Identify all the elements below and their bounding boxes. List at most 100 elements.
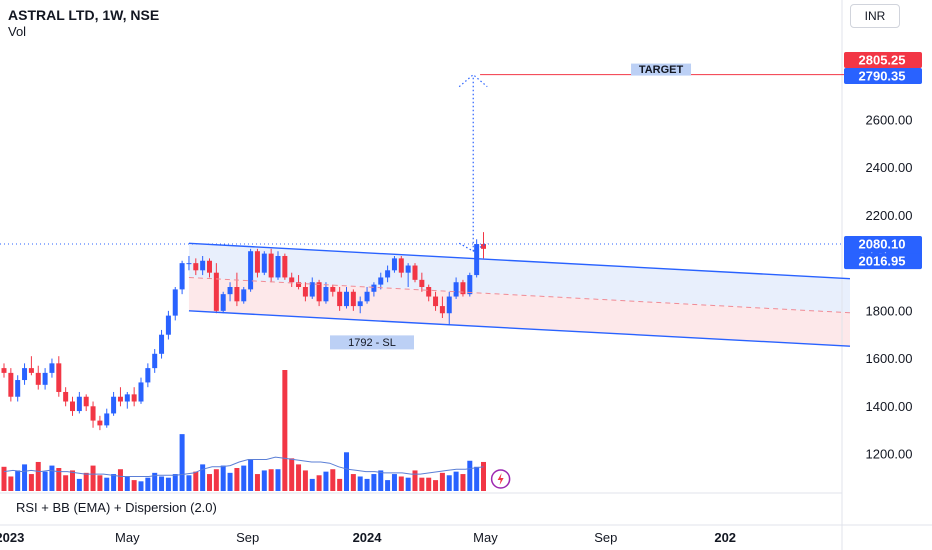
volume-bar — [200, 464, 206, 491]
time-tick-label: 2023 — [0, 530, 24, 545]
indicator-label[interactable]: RSI + BB (EMA) + Dispersion (2.0) — [16, 500, 217, 515]
target-price-tag — [844, 52, 922, 68]
candle-body — [165, 315, 171, 335]
volume-bar — [364, 478, 370, 491]
price-tick-label: 1800.00 — [866, 303, 913, 318]
volume-bar — [350, 474, 356, 491]
candle-body — [296, 282, 302, 287]
candle-body — [467, 275, 473, 295]
candle-body — [275, 255, 281, 278]
candle-body — [227, 287, 233, 295]
price-tick-label: 2600.00 — [866, 113, 913, 128]
channel-upper-line — [188, 242, 851, 280]
volume-ma-line — [3, 456, 484, 477]
time-tick-label: Sep — [594, 530, 617, 545]
candle-body — [63, 391, 69, 402]
candle-body — [193, 263, 199, 271]
volume-bar — [165, 477, 171, 491]
candle-body — [268, 253, 274, 278]
price-axis: 1200.00 1400.00 1600.00 1800.00 2200.00 2400.… — [844, 52, 922, 462]
candle-body — [378, 277, 384, 285]
volume-bar — [241, 465, 247, 491]
candle-body — [42, 372, 48, 385]
volume-bar — [76, 478, 82, 491]
target-label: TARGET — [639, 64, 684, 76]
candle-body — [35, 372, 41, 385]
candle-body — [152, 353, 158, 369]
volume-bar — [159, 476, 165, 491]
price-tag — [844, 253, 922, 270]
candle-body — [481, 244, 486, 249]
candle-body — [460, 282, 466, 295]
volume-bar — [405, 477, 411, 491]
volume-bar — [357, 476, 363, 491]
candle-body — [398, 258, 404, 273]
time-tick-label: May — [115, 530, 140, 545]
candle-body — [49, 363, 55, 373]
volume-bar — [248, 459, 254, 491]
volume-bar — [323, 471, 329, 491]
volume-bar — [22, 464, 28, 491]
candle-body — [337, 291, 343, 307]
volume-bar — [378, 470, 384, 491]
candle-body — [15, 380, 21, 397]
volume-bar — [467, 460, 473, 491]
candle-body — [213, 272, 219, 311]
currency-button[interactable]: INR — [850, 4, 900, 28]
volume-bar — [433, 480, 439, 491]
candle-body — [385, 270, 391, 278]
candle-body — [241, 289, 247, 302]
candle-body — [350, 291, 356, 307]
volume-bar — [104, 477, 110, 491]
price-tag — [844, 68, 922, 84]
candle-body — [207, 260, 212, 273]
candle-body — [371, 284, 377, 292]
candle-body — [220, 294, 226, 311]
volume-bar — [426, 477, 432, 491]
channel-mid-line — [188, 276, 851, 314]
candle-body — [302, 287, 308, 297]
candle-body — [316, 282, 322, 302]
candle-body — [159, 334, 165, 354]
candle-body — [138, 382, 144, 402]
volume-bar — [207, 474, 212, 491]
volume-bar — [179, 434, 185, 491]
candle-body — [426, 287, 432, 297]
candle-body — [111, 396, 117, 414]
volume-bar — [385, 480, 391, 491]
volume-label: Vol — [8, 24, 27, 39]
volume-bar — [296, 464, 302, 491]
candle-body — [391, 258, 397, 271]
volume-bar — [70, 470, 75, 491]
volume-bar — [145, 477, 151, 491]
candle-body — [254, 251, 260, 273]
target-arrow-head — [458, 73, 488, 88]
volume-bar — [35, 461, 41, 491]
time-axis: 2023 May Sep 2024 May Sep 202 — [0, 530, 736, 545]
volume-bar — [282, 370, 288, 491]
volume-bar — [254, 474, 260, 491]
target-label-box — [631, 63, 692, 76]
channel-lower-line — [188, 310, 851, 347]
candle-body — [357, 301, 363, 307]
price-tag-label: 2016.95 — [859, 254, 906, 269]
candle-body — [76, 396, 82, 412]
channel-fill — [188, 243, 850, 347]
candles — [1, 232, 486, 431]
price-tag-label: 2080.10 — [859, 237, 906, 252]
candle-body — [282, 255, 288, 278]
volume-bar — [186, 475, 192, 491]
drawing-overlays: TARGET 1792 - SL — [0, 63, 851, 350]
price-tick-label: 1200.00 — [866, 447, 913, 462]
candle-body — [446, 296, 452, 314]
volume-bar — [1, 466, 7, 491]
volume-bar — [42, 471, 48, 491]
sl-label: 1792 - SL — [348, 337, 396, 349]
volume-bar — [90, 465, 96, 491]
channel-upper-fill — [188, 243, 850, 313]
volume-bar — [152, 472, 158, 491]
volume-bar — [289, 458, 295, 491]
price-tick-label: 2400.00 — [866, 160, 913, 175]
